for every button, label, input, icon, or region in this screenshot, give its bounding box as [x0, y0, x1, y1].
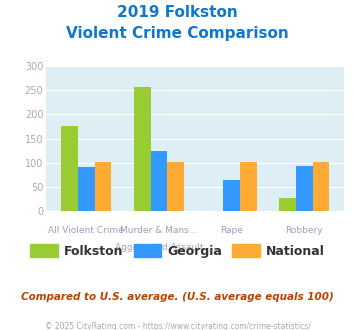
- Bar: [134, 87, 151, 211]
- Bar: [279, 198, 296, 211]
- Bar: [94, 162, 111, 211]
- Bar: [151, 151, 167, 211]
- Bar: [167, 162, 184, 211]
- Text: Compared to U.S. average. (U.S. average equals 100): Compared to U.S. average. (U.S. average …: [21, 292, 334, 302]
- Text: Violent Crime Comparison: Violent Crime Comparison: [66, 26, 289, 41]
- Text: Rape: Rape: [220, 226, 243, 235]
- Bar: [313, 162, 329, 211]
- Text: Aggravated Assault: Aggravated Assault: [115, 243, 203, 251]
- Bar: [61, 126, 78, 211]
- Text: © 2025 CityRating.com - https://www.cityrating.com/crime-statistics/: © 2025 CityRating.com - https://www.city…: [45, 322, 310, 330]
- Text: All Violent Crime: All Violent Crime: [48, 226, 124, 235]
- Legend: Folkston, Georgia, National: Folkston, Georgia, National: [25, 239, 330, 263]
- Text: 2019 Folkston: 2019 Folkston: [117, 5, 238, 20]
- Bar: [296, 166, 313, 211]
- Text: Robbery: Robbery: [285, 226, 323, 235]
- Bar: [223, 180, 240, 211]
- Bar: [240, 162, 257, 211]
- Bar: [78, 167, 94, 211]
- Text: Murder & Mans...: Murder & Mans...: [120, 226, 198, 235]
